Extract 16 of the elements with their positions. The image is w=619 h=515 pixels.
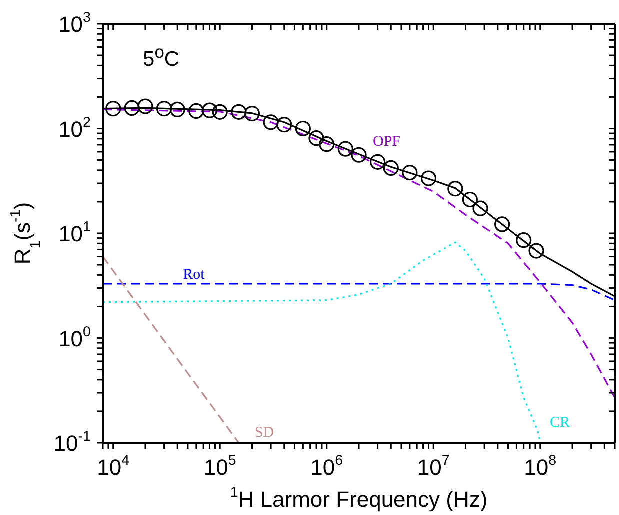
series-label: CR: [550, 415, 570, 432]
text: 5$^{o}$C: [143, 42, 180, 72]
series-label: OPF: [373, 134, 401, 150]
x-tick-label: 10$^{8}$: [524, 453, 557, 480]
x-tick-label: 10$^{7}$: [417, 453, 450, 480]
y-tick-label: 10$^{-1}$: [54, 429, 92, 456]
x-axis-title: $^{1}$H Larmor Frequency (Hz): [230, 485, 488, 512]
x-tick-label: 10$^{6}$: [310, 453, 344, 480]
series-label: Rot: [183, 266, 206, 283]
y-tick-label: 10$^{0}$: [58, 324, 92, 352]
y-tick-label: 10$^{2}$: [58, 114, 92, 142]
x-tick-label: 10$^{5}$: [204, 453, 236, 480]
y-tick-label: 10$^{3}$: [58, 10, 92, 37]
y-tick-label: 10$^{1}$: [58, 220, 92, 246]
series-label: SD: [254, 425, 274, 441]
x-tick-label: 10$^{4}$: [97, 453, 130, 480]
